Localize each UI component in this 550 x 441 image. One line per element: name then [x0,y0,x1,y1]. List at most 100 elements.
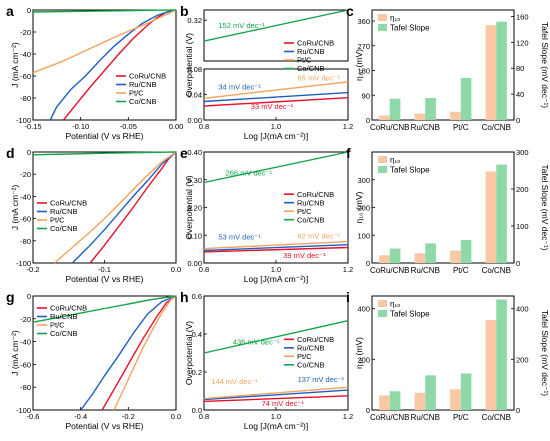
bar-eta10 [485,171,497,263]
category-label: CoRu/CNB [370,413,410,422]
bar-tafel-slope [496,164,507,263]
bar-tafel-slope [389,391,401,410]
x-axis-label: Log [J(mA cm⁻²)] [244,131,308,141]
series-line [89,151,177,264]
plot-frame [32,9,177,121]
series-line [203,9,349,42]
legend-label: CoRu/CNB [297,39,334,48]
y-tick-label: 0.30 [187,176,202,185]
legend-label: Pt/C [50,321,65,330]
series-line [113,295,177,411]
category-label: Co/CNB [482,413,511,422]
category-label: Ru/CNB [411,266,440,275]
y-tick-label: -60 [20,360,31,369]
panel-label: h [180,289,189,305]
legend-label: Ru/CNB [50,312,78,321]
y-axis-label: Overpotential (V) [184,321,194,385]
panel-label: i [346,289,350,305]
y-tick-label: 200 [357,204,370,213]
y-tick-label: 0 [27,6,31,15]
y-tick-label: 0.00 [187,116,202,125]
series-line [80,295,177,411]
x-tick-label: -0.15 [24,122,41,131]
x-axis-label: Potential (V vs RHE) [66,274,144,284]
legend-label: Ru/CNB [297,47,325,56]
tafel-annotation: 436 mV dec⁻¹ [233,337,280,346]
y-axis-label: J (mA cm⁻²) [10,330,20,376]
y-axis-label: η₁₀ (mV) [354,49,364,81]
x-tick-label: -0.10 [72,122,89,131]
tafel-annotation: 65 mV dec⁻¹ [298,73,341,82]
y2-tick-label: 160 [516,12,529,21]
series-line [62,9,177,121]
y2-tick-label: 200 [516,185,529,194]
panel-h: 0.8 1.0 1.2 0.0 0.2 0.4 0.6 Log [J(mA cm⁻²)] Ove… [180,289,353,431]
y-tick-label: 0 [366,259,370,268]
category-label: CoRu/CNB [370,123,410,132]
y-tick-label: -20 [20,28,31,37]
y-tick-label: -100 [16,406,31,415]
y-tick-label: 270 [357,42,370,51]
bar-tafel-slope [425,98,436,120]
bar-eta10 [379,255,390,263]
x-tick-label: 0.8 [199,122,209,131]
panel-i: CoRu/CNB Ru/CNB Pt/C Co/CNB 0 200 400 0 200 400 η₁… [346,289,550,422]
x-tick-label: 1.0 [271,265,281,274]
y2-tick-label: 300 [516,148,529,157]
x-axis-label: Potential (V vs RHE) [66,131,144,141]
legend-label: Co/CNB [129,97,157,106]
tafel-annotation: 53 mV dec⁻¹ [218,232,261,241]
category-label: CoRu/CNB [370,266,410,275]
tafel-annotation: 74 mV dec⁻¹ [262,399,305,408]
legend-label: Tafel Slope [390,166,430,175]
series-line [32,9,177,13]
series-line [203,244,349,252]
y-tick-label: 0.32 [187,16,202,25]
bar-eta10 [450,111,461,120]
legend-label: Co/CNB [297,215,325,224]
y-tick-label: 0 [366,116,370,125]
legend-label: Pt/C [129,89,144,98]
legend-swatch [378,166,387,173]
legend-swatch [378,310,387,317]
category-label: Pt/C [453,123,469,132]
legend-label: Ru/CNB [129,80,157,89]
series-line [203,97,349,107]
y-tick-label: 0 [27,148,31,157]
bar-eta10 [379,395,390,410]
y-tick-label: -80 [20,383,31,392]
x-tick-label: 1.0 [271,122,281,131]
series-line [203,395,349,403]
series-line [203,389,349,401]
bar-eta10 [485,25,497,120]
y-tick-label: 0.04 [187,91,202,100]
panel-b: 0.8 1.0 1.2 0.00 0.04 0.08 0.32 Log [J(mA cm⁻²)… [180,3,353,141]
legend-label: η₁₀ [390,14,400,23]
panel-c: CoRu/CNB Ru/CNB Pt/C Co/CNB 0 90 180 270 360 0 40 8… [346,3,550,132]
legend-label: Co/CNB [297,360,325,369]
legend-swatch [378,14,387,21]
legend-label: η₁₀ [390,156,400,165]
y2-tick-label: 100 [516,222,529,231]
bar-eta10 [414,253,426,263]
tafel-annotation: 39 mV dec⁻¹ [283,251,326,260]
x-tick-label: -0.6 [27,412,40,421]
bar-eta10 [379,115,390,120]
legend-label: Pt/C [50,216,65,225]
x-tick-label: -0.05 [120,122,137,131]
x-tick-label: 0.8 [199,412,209,421]
plot-frame [371,9,515,121]
series-line [101,295,177,411]
series-line [203,151,349,184]
y-tick-label: -80 [20,237,31,246]
legend-swatch [378,300,387,307]
category-label: Co/CNB [482,123,511,132]
legend-label: CoRu/CNB [50,304,87,313]
bar-eta10 [485,320,497,410]
series-line [203,91,349,103]
panel-a: -0.15 -0.10 -0.05 0.00 -100 -80 -60 -40 -20 0 Pote… [6,3,183,141]
legend-label: Ru/CNB [297,343,325,352]
panel-label: b [180,3,189,19]
legend-swatch [378,156,387,163]
